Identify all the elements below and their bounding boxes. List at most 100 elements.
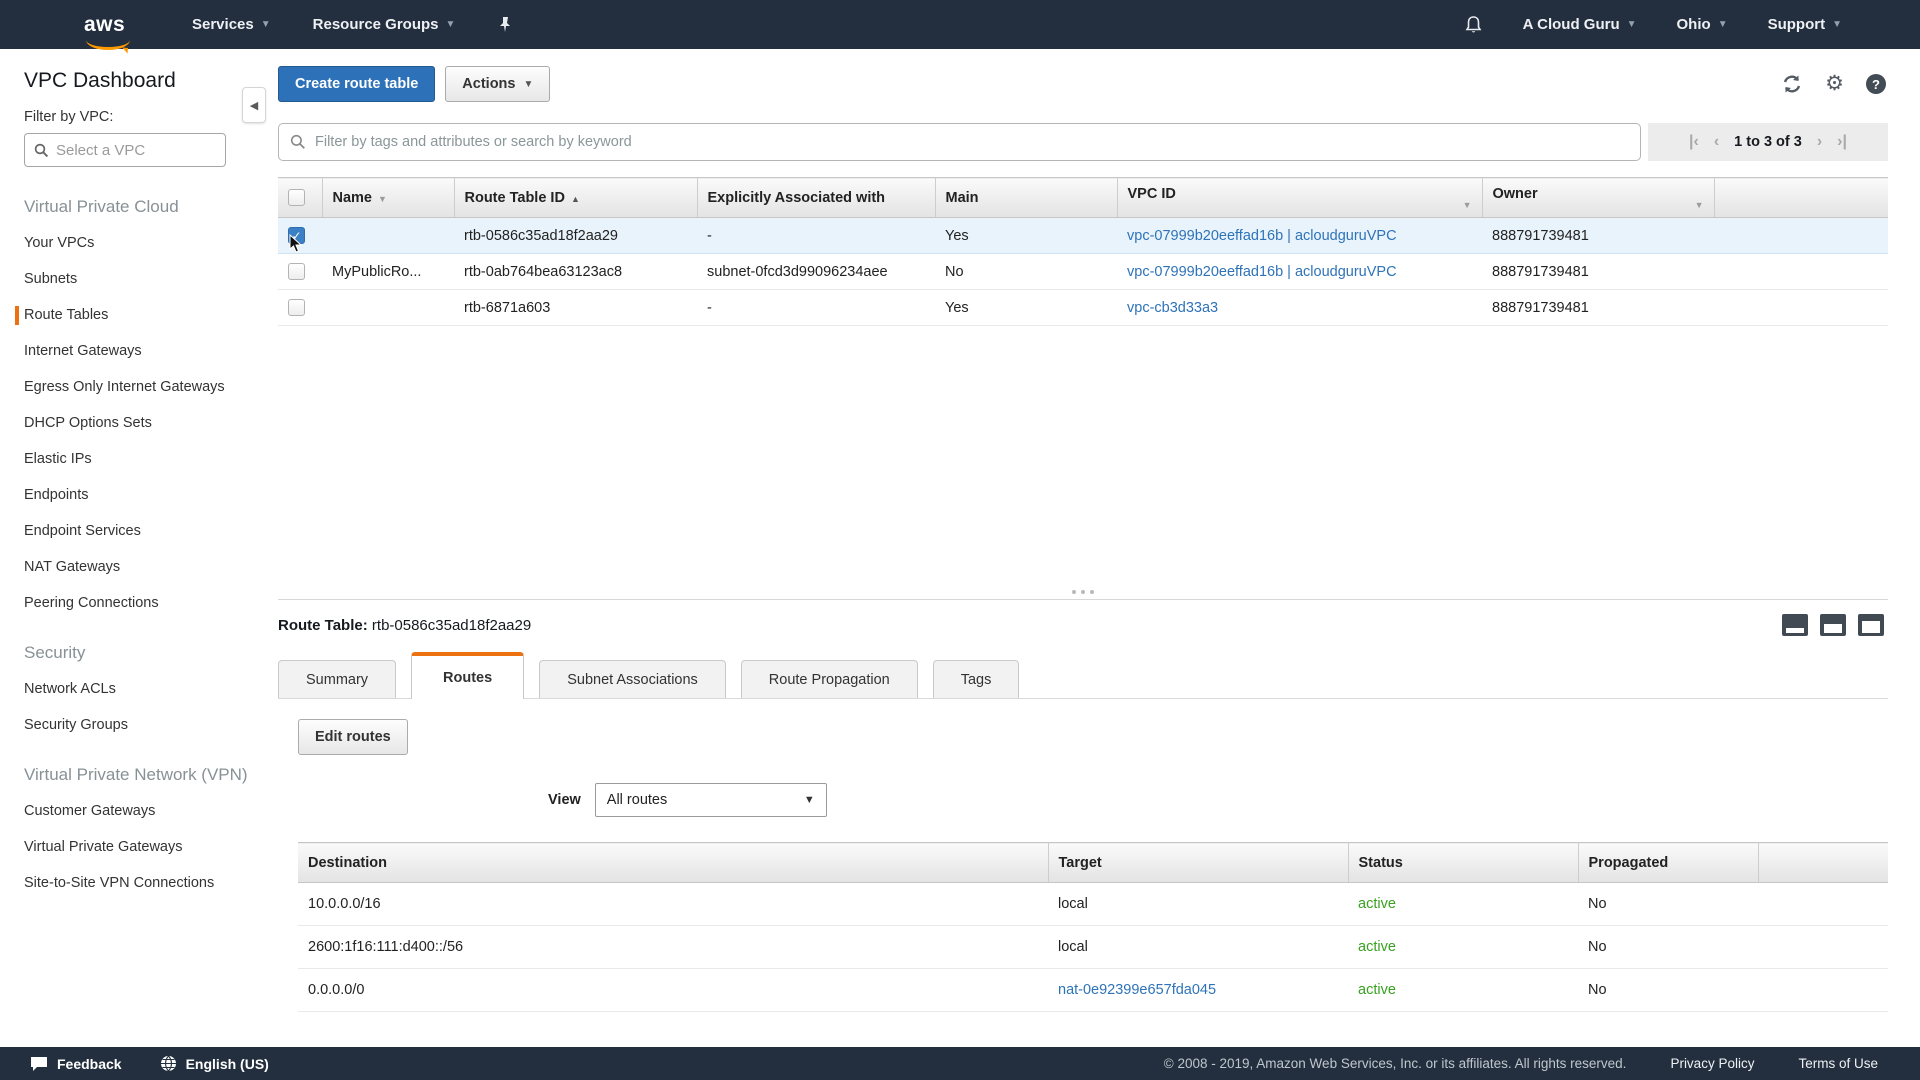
copyright-text: © 2008 - 2019, Amazon Web Services, Inc.… — [1163, 1056, 1627, 1071]
vpc-id-link[interactable]: vpc-cb3d33a3 — [1127, 299, 1219, 316]
sidebar-collapse-handle[interactable]: ◀ — [242, 87, 266, 123]
sidebar-item-peering-connections[interactable]: Peering Connections — [24, 595, 159, 611]
column-header-vpc-id[interactable]: VPC ID ▼ — [1117, 177, 1483, 218]
cell-assoc: - — [697, 217, 935, 254]
language-button[interactable]: English (US) — [160, 1055, 269, 1072]
tab-route-propagation[interactable]: Route Propagation — [740, 660, 918, 698]
sort-desc-icon: ▼ — [1462, 199, 1472, 210]
feedback-button[interactable]: Feedback — [30, 1056, 122, 1072]
terms-of-use-link[interactable]: Terms of Use — [1798, 1056, 1878, 1071]
route-row: 2600:1f16:111:d400::/56 local active No — [298, 925, 1888, 969]
sidebar-item-egress-only-internet-gateways[interactable]: Egress Only Internet Gateways — [24, 379, 225, 395]
refresh-icon[interactable] — [1781, 73, 1803, 95]
table-row[interactable]: MyPublicRo... rtb-0ab764bea63123ac8 subn… — [278, 253, 1888, 290]
row-checkbox[interactable] — [288, 263, 305, 280]
create-route-table-button[interactable]: Create route table — [278, 66, 436, 102]
pane-layout-bottom-large-icon[interactable] — [1858, 614, 1884, 636]
sidebar-item-internet-gateways[interactable]: Internet Gateways — [24, 343, 142, 359]
nav-account-label: A Cloud Guru — [1522, 16, 1620, 33]
cell-propagated: No — [1578, 968, 1758, 1012]
prev-page-icon[interactable]: ‹ — [1713, 133, 1720, 150]
view-select[interactable]: All routes ▼ — [594, 783, 827, 817]
pin-icon[interactable] — [497, 16, 513, 34]
sidebar-item-elastic-ips[interactable]: Elastic IPs — [24, 451, 92, 467]
column-header-route-table-id[interactable]: Route Table ID ▲ — [454, 177, 698, 218]
column-header-name[interactable]: Name ▼ — [322, 177, 455, 218]
sort-asc-icon: ▲ — [570, 193, 580, 204]
table-filter-input[interactable]: Filter by tags and attributes or search … — [278, 123, 1641, 161]
cell-main: Yes — [935, 217, 1117, 254]
nat-gateway-link[interactable]: nat-0e92399e657fda045 — [1058, 982, 1217, 998]
splitter-drag-handle[interactable] — [1072, 590, 1094, 594]
sidebar-item-your-vpcs[interactable]: Your VPCs — [24, 235, 95, 251]
sidebar: VPC Dashboard Filter by VPC: Select a VP… — [0, 49, 260, 1047]
nav-region-menu[interactable]: Ohio ▼ — [1677, 16, 1728, 33]
globe-icon — [160, 1055, 176, 1072]
cell-route-table-id: rtb-6871a603 — [454, 289, 697, 326]
sidebar-item-route-tables[interactable]: Route Tables — [15, 306, 234, 325]
nav-resource-groups-menu[interactable]: Resource Groups ▼ — [313, 16, 456, 33]
sidebar-item-site-to-site-vpn[interactable]: Site-to-Site VPN Connections — [24, 875, 215, 891]
table-row[interactable]: ✓ rtb-0586c35ad18f2aa29 - Yes vpc-07999b… — [278, 217, 1888, 254]
help-icon[interactable]: ? — [1866, 74, 1886, 94]
sidebar-item-endpoints[interactable]: Endpoints — [24, 487, 89, 503]
actions-label: Actions — [462, 76, 516, 92]
column-header-main[interactable]: Main — [935, 177, 1118, 218]
table-filter-placeholder: Filter by tags and attributes or search … — [315, 134, 632, 150]
vpc-filter-input[interactable]: Select a VPC — [24, 133, 226, 167]
last-page-icon[interactable]: ›| — [1837, 133, 1847, 150]
vpc-id-link[interactable]: vpc-07999b20eeffad16b | acloudguruVPC — [1127, 263, 1397, 280]
actions-button[interactable]: Actions ▼ — [445, 66, 551, 102]
nav-account-menu[interactable]: A Cloud Guru ▼ — [1523, 16, 1637, 33]
sidebar-item-virtual-private-gateways[interactable]: Virtual Private Gateways — [24, 839, 183, 855]
sidebar-item-customer-gateways[interactable]: Customer Gateways — [24, 803, 156, 819]
tab-routes[interactable]: Routes — [411, 652, 525, 699]
sidebar-section-vpc: Virtual Private Cloud — [24, 197, 179, 216]
edit-routes-button[interactable]: Edit routes — [298, 719, 408, 755]
pane-layout-bottom-small-icon[interactable] — [1782, 614, 1808, 636]
row-checkbox-checked[interactable]: ✓ — [288, 227, 305, 244]
cell-main: No — [935, 253, 1117, 290]
routes-table: Destination Target Status Propagated 10.… — [298, 842, 1888, 1012]
cell-destination: 0.0.0.0/0 — [298, 968, 1048, 1012]
cell-name — [322, 217, 454, 254]
sidebar-item-network-acls[interactable]: Network ACLs — [24, 681, 116, 697]
tab-tags[interactable]: Tags — [932, 660, 1020, 698]
next-page-icon[interactable]: › — [1816, 133, 1823, 150]
nav-support-menu[interactable]: Support ▼ — [1768, 16, 1842, 33]
notifications-bell-icon[interactable] — [1464, 15, 1483, 35]
sidebar-item-nat-gateways[interactable]: NAT Gateways — [24, 559, 121, 575]
aws-smile-icon — [86, 36, 130, 50]
aws-logo[interactable]: aws — [84, 14, 136, 50]
main-content: ◀ Create route table Actions ▼ ⚙ ? — [242, 49, 1920, 1047]
chevron-down-icon: ▼ — [260, 19, 271, 30]
column-header-status: Status — [1348, 842, 1579, 883]
cell-owner: 888791739481 — [1482, 253, 1714, 290]
nav-services-label: Services — [192, 16, 254, 33]
sidebar-item-endpoint-services[interactable]: Endpoint Services — [24, 523, 141, 539]
column-header-explicitly-associated[interactable]: Explicitly Associated with — [697, 177, 936, 218]
chevron-down-icon: ▼ — [1626, 19, 1637, 30]
sidebar-item-security-groups[interactable]: Security Groups — [24, 717, 128, 733]
select-all-checkbox[interactable] — [288, 189, 305, 206]
detail-title-value: rtb-0586c35ad18f2aa29 — [371, 616, 532, 634]
privacy-policy-link[interactable]: Privacy Policy — [1670, 1056, 1755, 1071]
table-row[interactable]: rtb-6871a603 - Yes vpc-cb3d33a3 88879173… — [278, 289, 1888, 326]
cell-route-table-id: rtb-0586c35ad18f2aa29 — [454, 217, 697, 254]
sort-desc-icon: ▼ — [378, 193, 387, 204]
first-page-icon[interactable]: |‹ — [1689, 133, 1699, 150]
column-header-owner[interactable]: Owner ▼ — [1482, 177, 1715, 218]
cell-name: MyPublicRo... — [322, 253, 454, 290]
row-checkbox[interactable] — [288, 299, 305, 316]
cell-status: active — [1348, 968, 1578, 1012]
chevron-down-icon: ▼ — [523, 78, 534, 90]
pane-layout-bottom-half-icon[interactable] — [1820, 614, 1846, 636]
nav-services-menu[interactable]: Services ▼ — [192, 16, 271, 33]
cell-target: local — [1048, 925, 1348, 969]
vpc-id-link[interactable]: vpc-07999b20eeffad16b | acloudguruVPC — [1127, 227, 1397, 244]
settings-gear-icon[interactable]: ⚙ — [1825, 72, 1844, 95]
sidebar-item-dhcp-options-sets[interactable]: DHCP Options Sets — [24, 415, 152, 431]
tab-subnet-associations[interactable]: Subnet Associations — [539, 660, 726, 698]
tab-summary[interactable]: Summary — [278, 660, 397, 698]
sidebar-item-subnets[interactable]: Subnets — [24, 271, 78, 287]
